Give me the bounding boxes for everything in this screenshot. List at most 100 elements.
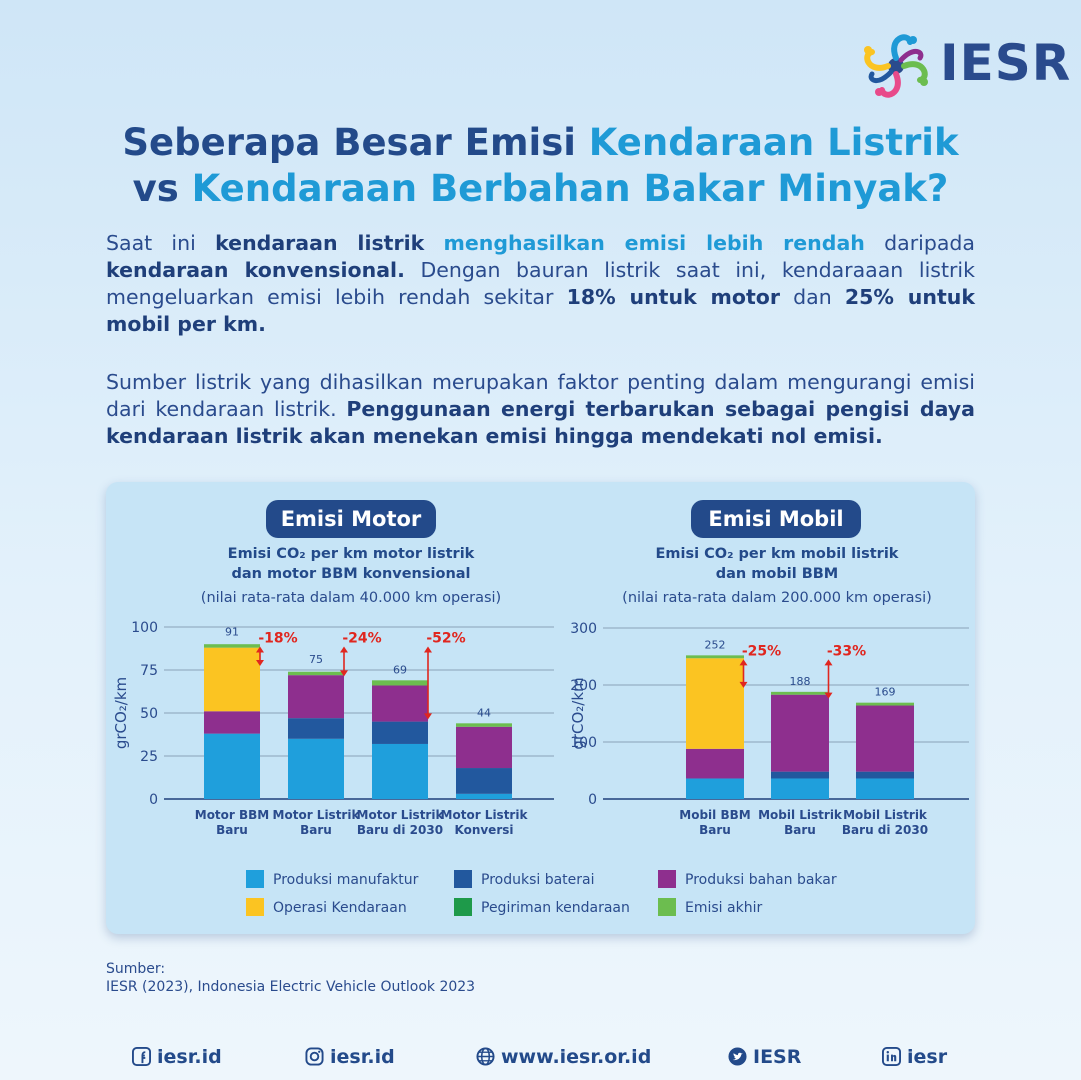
reduction-arrow-head	[739, 659, 748, 666]
mobil-chart-subtitle: (nilai rata-rata dalam 200.000 km operas…	[622, 590, 932, 606]
p1-text-b: kendaraan listrik	[215, 231, 425, 255]
legend-label: Produksi manufaktur	[273, 872, 419, 888]
bar-total-label: 188	[790, 675, 811, 688]
footer-website-label: www.iesr.or.id	[501, 1046, 652, 1068]
legend-item-akhir: Emisi akhir	[658, 898, 762, 916]
p1-text-i: dan	[779, 285, 845, 309]
bar-segment-akhir	[456, 723, 512, 727]
x-tick-label: Motor BBM	[195, 808, 270, 822]
bar-segment-bahan_bakar	[771, 694, 829, 772]
y-tick-label: 100	[131, 620, 158, 636]
bar-segment-akhir	[856, 702, 914, 706]
x-tick-label: Baru	[216, 823, 248, 837]
x-tick-label: Mobil Listrik	[843, 808, 928, 822]
reduction-arrow-head	[424, 713, 432, 720]
footer-linkedin-label: iesr	[907, 1046, 948, 1068]
globe-icon	[476, 1047, 495, 1066]
bar-total-label: 75	[309, 653, 323, 666]
legend-label: Operasi Kendaraan	[273, 900, 407, 916]
y-tick-label: 100	[570, 735, 597, 751]
brand-name: IESR	[940, 34, 1072, 92]
reduction-arrow-head	[824, 692, 833, 699]
legend-swatch-manufaktur	[246, 870, 264, 888]
y-tick-label: 200	[570, 678, 597, 694]
p2-text-b: Penggunaan energi terbarukan sebagai pen…	[106, 397, 975, 448]
bar-segment-bahan_bakar	[456, 726, 512, 769]
bar-segment-bahan_bakar	[288, 675, 344, 719]
x-tick-label: Baru	[699, 823, 731, 837]
bar-segment-manufaktur	[372, 743, 428, 799]
title-line1-a: Seberapa Besar Emisi	[122, 121, 589, 164]
motor-panel-title: Emisi Motor	[266, 500, 436, 538]
bar-total-label: 252	[705, 638, 726, 651]
reduction-arrow-head	[340, 670, 348, 677]
bar-total-label: 44	[477, 706, 491, 719]
title-line1-b: Kendaraan Listrik	[588, 121, 959, 164]
mobil-chart-title-line1: Emisi CO₂ per km mobil listrik	[655, 546, 899, 562]
logo-mark-icon	[864, 34, 928, 98]
p1-text-h: 18% untuk motor	[566, 285, 780, 309]
intro-paragraph-2: Sumber listrik yang dihasilkan merupakan…	[106, 369, 975, 450]
legend-swatch-baterai	[454, 870, 472, 888]
bar-segment-akhir	[686, 655, 744, 659]
iesr-logo: IESR	[858, 28, 1070, 108]
motor-chart-subtitle: (nilai rata-rata dalam 40.000 km operasi…	[200, 590, 502, 606]
legend-label: Produksi bahan bakar	[685, 872, 837, 888]
x-tick-label: Baru di 2030	[842, 823, 928, 837]
p1-text-c	[424, 231, 443, 255]
footer-linkedin-link[interactable]: iesr	[882, 1046, 947, 1068]
reduction-arrow-head	[424, 646, 432, 653]
y-tick-label: 50	[140, 706, 158, 722]
source-label: Sumber:	[106, 961, 166, 977]
bar-total-label: 91	[225, 625, 239, 638]
footer-website-link[interactable]: www.iesr.or.id	[476, 1046, 651, 1068]
title-line2-b: Kendaraan Berbahan Bakar Minyak?	[191, 167, 949, 210]
y-tick-label: 300	[570, 621, 597, 637]
x-tick-label: Baru	[784, 823, 816, 837]
y-tick-label: 25	[140, 749, 158, 765]
bar-segment-akhir	[372, 680, 428, 686]
legend-label: Emisi akhir	[685, 900, 763, 916]
title-line2-a: vs	[132, 167, 192, 210]
instagram-icon	[305, 1047, 324, 1066]
bar-segment-baterai	[856, 771, 914, 779]
bar-segment-baterai	[288, 718, 344, 739]
footer-facebook-label: iesr.id	[157, 1046, 222, 1068]
footer-instagram-link[interactable]: iesr.id	[305, 1046, 395, 1068]
p1-text-e: daripada	[864, 231, 975, 255]
reduction-label: -52%	[426, 630, 465, 646]
footer-facebook-link[interactable]: iesr.id	[132, 1046, 222, 1068]
y-axis-label: grCO₂/km	[112, 677, 130, 749]
bar-segment-manufaktur	[288, 738, 344, 799]
bar-segment-bahan_bakar	[372, 685, 428, 722]
twitter-icon	[728, 1047, 747, 1066]
mobil-chart-title-line2: dan mobil BBM	[715, 566, 839, 582]
reduction-arrow-head	[256, 646, 264, 653]
bar-segment-akhir	[288, 671, 344, 676]
x-tick-label: Baru di 2030	[357, 823, 443, 837]
reduction-arrow-head	[340, 646, 348, 653]
bar-segment-manufaktur	[204, 733, 260, 799]
reduction-arrow-head	[824, 659, 833, 666]
footer-twitter-link[interactable]: IESR	[728, 1046, 801, 1068]
y-tick-label: 0	[149, 792, 158, 808]
footer-instagram-label: iesr.id	[330, 1046, 395, 1068]
bar-segment-bahan_bakar	[686, 748, 744, 779]
linkedin-icon	[882, 1047, 901, 1066]
x-tick-label: Baru	[300, 823, 332, 837]
legend-item-bahan-bakar: Produksi bahan bakar	[658, 870, 837, 888]
social-footer: iesr.id iesr.id www.iesr.or.id IESR iesr	[0, 1046, 1081, 1072]
x-tick-label: Motor Listrik	[357, 808, 445, 822]
reduction-label: -33%	[827, 643, 866, 659]
legend-label: Pegiriman kendaraan	[481, 900, 630, 916]
bar-total-label: 69	[393, 663, 407, 676]
y-axis-label: grCO₂/km	[569, 677, 587, 749]
p2-text-a: Sumber listrik yang dihasilkan merupakan…	[106, 370, 975, 421]
x-tick-label: Mobil Listrik	[758, 808, 843, 822]
x-tick-label: Motor Listrik	[273, 808, 361, 822]
source-text: IESR (2023), Indonesia Electric Vehicle …	[106, 979, 476, 995]
footer-twitter-label: IESR	[753, 1046, 802, 1068]
x-tick-label: Mobil BBM	[679, 808, 750, 822]
reduction-arrow-head	[256, 660, 264, 666]
